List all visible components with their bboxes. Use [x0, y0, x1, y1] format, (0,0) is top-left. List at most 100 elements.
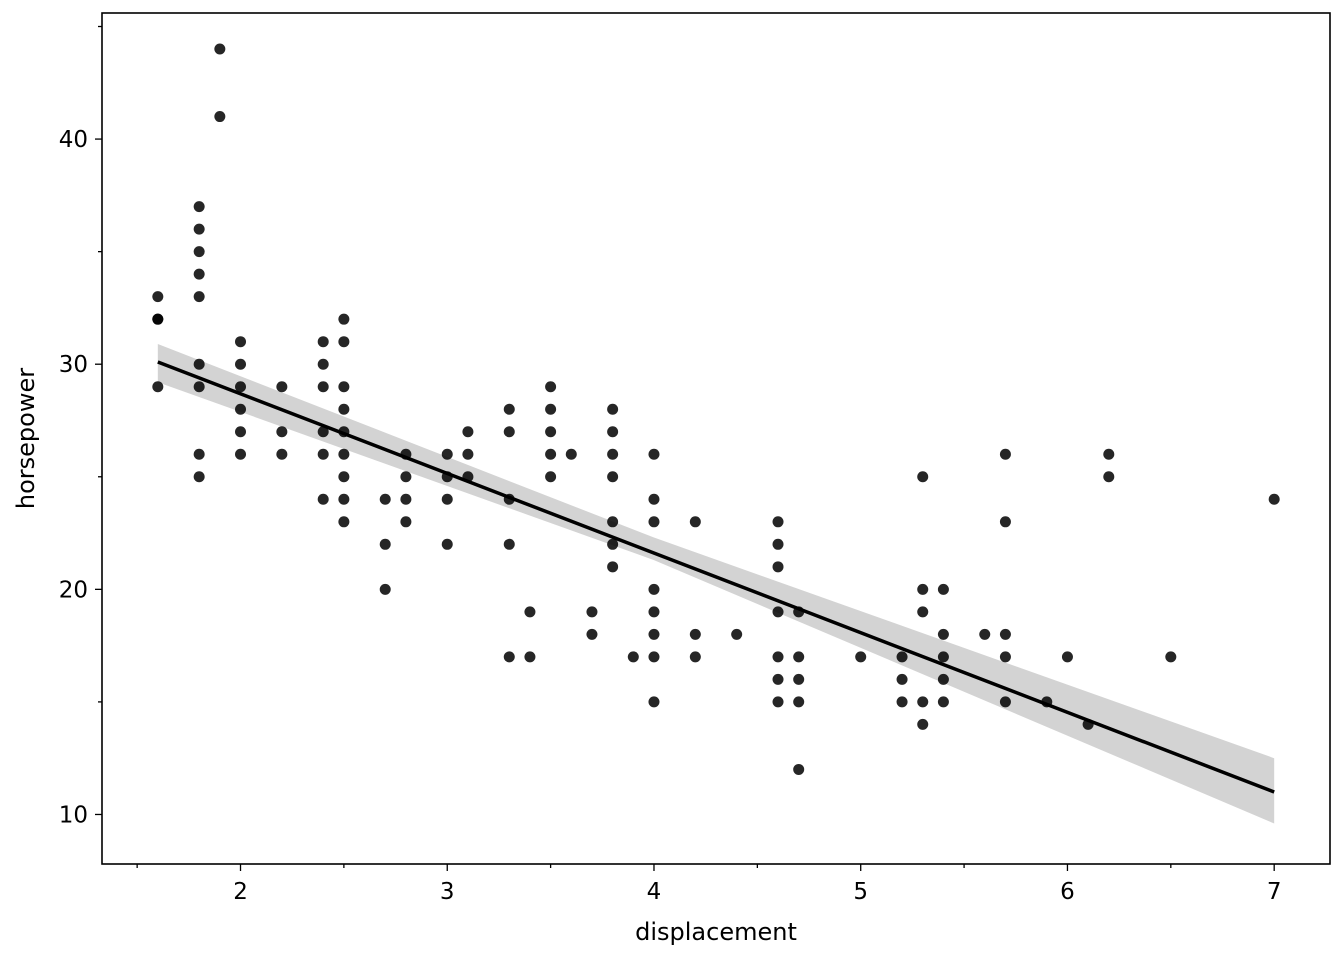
scatter-point: [193, 246, 205, 258]
x-tick-label: 5: [853, 879, 868, 905]
scatter-point: [999, 628, 1011, 640]
scatter-point: [627, 651, 639, 663]
scatter-point: [462, 448, 474, 460]
scatter-point: [441, 493, 453, 505]
scatter-point: [772, 651, 784, 663]
y-axis-label: horsepower: [12, 368, 40, 509]
scatter-point: [793, 651, 805, 663]
scatter-point: [193, 358, 205, 370]
scatter-point: [772, 538, 784, 550]
scatter-point: [338, 516, 350, 528]
scatter-point: [979, 628, 991, 640]
x-tick-label: 7: [1267, 879, 1282, 905]
scatter-point: [441, 538, 453, 550]
scatter-point: [338, 336, 350, 348]
scatter-point: [503, 493, 515, 505]
confidence-band-layer: [157, 343, 1275, 824]
scatter-point: [1041, 696, 1053, 708]
scatter-points-layer: [152, 43, 1280, 775]
scatter-point: [917, 606, 929, 618]
scatter-point: [317, 336, 329, 348]
scatter-point: [379, 583, 391, 595]
scatter-point: [917, 471, 929, 483]
scatter-point: [193, 201, 205, 213]
scatter-point: [1082, 718, 1094, 730]
scatter-point: [917, 696, 929, 708]
scatter-point: [648, 628, 660, 640]
scatter-point: [731, 628, 743, 640]
scatter-point: [545, 426, 557, 438]
scatter-point: [193, 381, 205, 393]
scatter-point: [235, 336, 247, 348]
scatter-point: [152, 313, 164, 325]
x-tick-label: 4: [647, 879, 662, 905]
x-axis-ticks: 2 3 4 5 6 7: [136, 864, 1282, 905]
scatter-point: [235, 426, 247, 438]
scatter-point: [338, 471, 350, 483]
scatter-point: [503, 403, 515, 415]
scatter-point: [937, 673, 949, 685]
scatter-point: [896, 673, 908, 685]
scatter-point: [193, 471, 205, 483]
scatter-point: [152, 291, 164, 303]
scatter-point: [462, 471, 474, 483]
scatter-point: [338, 426, 350, 438]
scatter-point: [441, 448, 453, 460]
scatter-point: [937, 651, 949, 663]
scatter-point: [937, 696, 949, 708]
scatter-point: [565, 448, 577, 460]
scatter-point: [524, 651, 536, 663]
scatter-point: [772, 606, 784, 618]
scatter-point: [317, 493, 329, 505]
scatter-point: [338, 403, 350, 415]
scatter-point: [772, 561, 784, 573]
scatter-point: [338, 448, 350, 460]
scatter-point: [648, 606, 660, 618]
scatter-point: [400, 516, 412, 528]
scatter-point: [607, 426, 619, 438]
scatter-point: [235, 448, 247, 460]
scatter-point: [607, 516, 619, 528]
scatter-point: [503, 426, 515, 438]
scatter-point: [793, 673, 805, 685]
scatter-point: [772, 673, 784, 685]
scatter-point: [379, 538, 391, 550]
scatter-point: [648, 583, 660, 595]
scatter-point: [545, 381, 557, 393]
scatter-point: [793, 763, 805, 775]
scatter-point: [607, 448, 619, 460]
scatter-point: [648, 651, 660, 663]
scatter-point: [152, 381, 164, 393]
scatter-point: [379, 493, 391, 505]
scatter-point: [689, 628, 701, 640]
plot-frame: [101, 12, 1331, 865]
scatter-point: [999, 448, 1011, 460]
scatter-point: [462, 426, 474, 438]
scatter-point: [917, 583, 929, 595]
x-tick-label: 3: [440, 879, 455, 905]
regression-line: [157, 360, 1275, 794]
scatter-point: [317, 426, 329, 438]
scatter-point: [648, 696, 660, 708]
scatter-point: [607, 561, 619, 573]
scatter-point: [772, 696, 784, 708]
scatter-point: [317, 358, 329, 370]
regression-line-layer: [157, 360, 1275, 794]
scatter-point: [193, 291, 205, 303]
scatter-point: [235, 403, 247, 415]
scatter-point: [999, 696, 1011, 708]
scatter-point: [586, 606, 598, 618]
scatter-point: [400, 448, 412, 460]
scatter-point: [338, 381, 350, 393]
scatter-point: [855, 651, 867, 663]
x-axis-label: displacement: [635, 918, 797, 946]
scatter-point: [689, 516, 701, 528]
confidence-band: [157, 343, 1275, 824]
scatter-point: [999, 516, 1011, 528]
scatter-point: [607, 538, 619, 550]
y-tick-label: 10: [59, 802, 88, 828]
scatter-point: [545, 403, 557, 415]
scatter-point: [999, 651, 1011, 663]
scatter-point: [648, 516, 660, 528]
